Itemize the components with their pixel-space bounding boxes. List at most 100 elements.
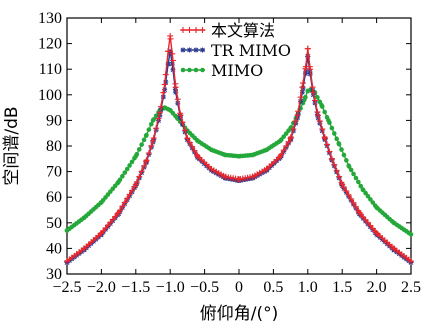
data-point [194,153,201,160]
legend-marker [200,47,205,53]
series-marker [124,166,130,172]
series-marker [160,89,167,96]
data-point [374,205,379,210]
legend-marker [186,27,193,33]
data-point [356,209,363,216]
data-point [132,181,139,188]
series-marker [146,127,152,132]
data-point [302,97,307,103]
series-marker [155,115,162,122]
series-marker [283,143,290,150]
series-marker [141,137,147,143]
series-marker [312,97,319,104]
legend-marker [180,67,186,73]
series-marker [331,161,338,168]
data-point [165,48,172,55]
legend-marker [187,47,192,53]
series-marker [191,147,198,154]
series-marker [370,200,376,205]
x-tick-label: 1.0 [298,279,318,296]
x-tick-label: 2.5 [401,279,421,296]
legend-label: MIMO [211,61,263,80]
legend-item: MIMO [180,61,263,80]
data-point [336,141,342,146]
data-point [373,230,380,237]
data-point [98,230,105,237]
axes-layer: −2.5 −2.0 −1.5 −1.0 −0.5 0 0.5 1.0 1.5 2.0 2.5 30 40… [38,10,421,296]
data-point [319,102,324,108]
legend-label: TR MIMO [211,41,291,60]
data-point [208,166,215,173]
series-marker [363,190,368,196]
data-point [339,181,346,188]
y-tick-label: 40 [46,240,62,257]
data-point [150,118,156,123]
data-point [143,133,149,139]
legend-marker [193,47,199,53]
y-tick-label: 70 [46,164,62,181]
data-point [81,245,88,252]
x-tick-label: −1.5 [121,279,150,296]
series-marker [324,141,331,148]
series-marker [358,183,364,189]
series-marker [365,193,371,199]
series-marker [124,195,131,202]
data-point [294,112,301,119]
series-marker [368,197,373,202]
legend-marker [187,67,192,73]
series-marker [292,118,299,125]
series-marker [129,159,135,165]
series-marker [352,203,359,210]
series-marker [169,57,176,64]
series-marker [127,163,132,168]
data-point [322,135,328,142]
series-marker [326,148,333,155]
data-point [162,105,167,110]
data-point [150,137,156,144]
series-marker [174,96,181,103]
series-marker [181,127,188,134]
x-axis-title: 俯仰角/(°) [200,304,279,324]
data-point [209,147,214,153]
data-point [277,153,284,160]
series-marker [141,162,148,169]
data-point [315,112,322,119]
data-point [177,112,184,119]
y-tick-label: 100 [38,87,62,104]
series-marker [297,94,304,101]
data-point [195,138,201,144]
data-point [249,173,256,180]
data-point [328,155,335,162]
series-marker [329,125,335,131]
data-point [236,153,242,159]
data-point [143,158,150,165]
data-point [115,209,122,216]
series-marker [280,147,287,154]
data-point [306,63,313,70]
y-tick-label: 90 [46,112,62,129]
series-marker [285,138,292,145]
series-marker [356,179,361,185]
data-point [326,118,331,123]
data-point [156,109,163,116]
data-point [174,115,180,121]
plot-area [66,17,412,275]
series-marker [322,109,327,115]
series-marker [331,131,337,136]
x-tick-label: 1.5 [332,279,352,296]
series-marker [148,121,154,127]
legend-marker [200,67,205,73]
series-marker [351,171,356,177]
series-marker [339,147,344,152]
series-marker [138,168,145,175]
data-point [172,84,179,91]
series-marker [126,191,133,198]
y-tick-label: 60 [46,189,62,206]
x-tick-label: −2.0 [87,279,116,296]
data-point [236,176,242,183]
legend-item: TR MIMO [180,41,291,60]
series-marker [299,80,306,87]
data-point [169,50,176,57]
series-marker [157,103,164,110]
